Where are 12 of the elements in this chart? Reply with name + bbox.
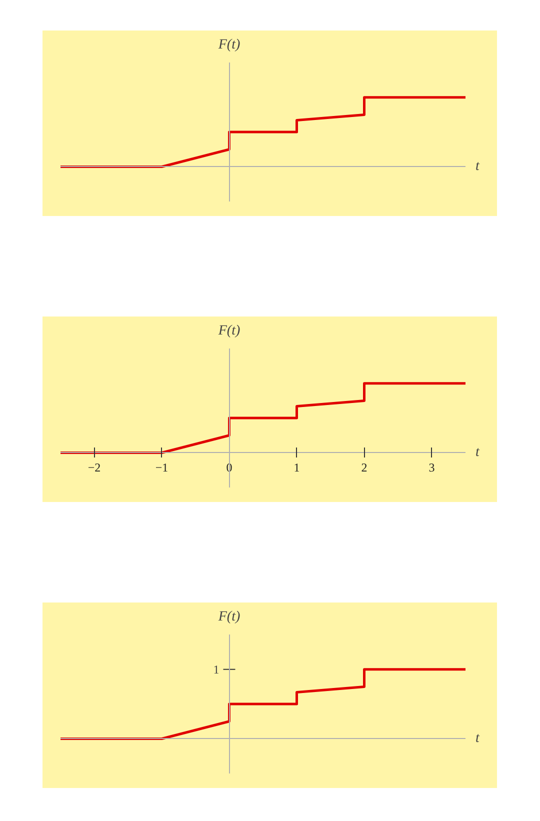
y-axis-title: F(t) xyxy=(217,324,240,339)
x-tick-label: −2 xyxy=(88,460,101,475)
x-axis-title: t xyxy=(476,731,480,746)
x-tick-label: −1 xyxy=(155,460,168,475)
x-axis-title: t xyxy=(476,159,480,174)
annotation: 1 xyxy=(213,662,220,676)
x-tick-label: 2 xyxy=(361,460,368,475)
x-tick-label: 1 xyxy=(294,460,300,475)
y-axis-title: F(t) xyxy=(217,610,240,625)
y-axis-title: F(t) xyxy=(217,38,240,53)
x-axis-title: t xyxy=(476,445,480,460)
x-tick-label: 3 xyxy=(428,460,435,475)
